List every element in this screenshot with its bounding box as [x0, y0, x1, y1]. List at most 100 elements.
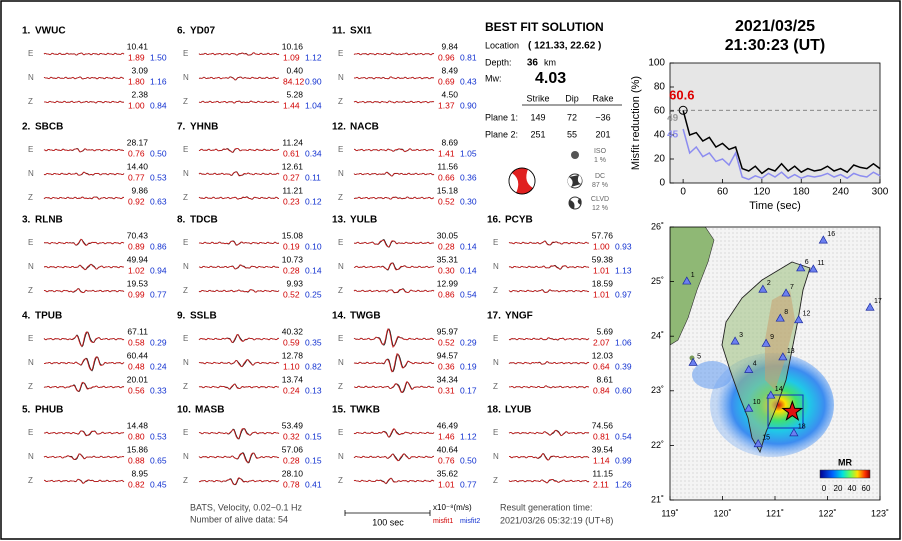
station-marker: [766, 390, 776, 399]
dc-icon: [567, 173, 583, 189]
component: N: [338, 169, 344, 178]
lon-tick-label: 119˚: [661, 508, 678, 518]
x-tick-label: 120: [754, 187, 771, 198]
misfit2: 0.11: [305, 172, 321, 182]
plot-area: [669, 62, 881, 184]
misfit2: 0.54: [615, 431, 632, 441]
y-tick-label: 40: [654, 130, 666, 141]
component: E: [183, 238, 188, 247]
y-tick-label: 100: [648, 58, 665, 69]
misfit1: 84.12: [283, 76, 305, 86]
station-label: 13: [787, 348, 795, 355]
plane-value: 201: [595, 129, 610, 139]
waveform: [353, 453, 435, 462]
component: E: [28, 428, 33, 437]
plane-label: Plane 1:: [485, 112, 518, 122]
misfit1: 1.80: [128, 76, 145, 86]
misfit2: 0.90: [305, 76, 322, 86]
misfit1: 0.32: [283, 431, 300, 441]
component: N: [183, 452, 189, 461]
station-number: 13.: [332, 215, 346, 226]
misfit1: 0.52: [438, 196, 455, 206]
waveform: [43, 331, 125, 347]
misfit2: 0.30: [460, 196, 477, 206]
y-tick-label: 60: [654, 106, 666, 117]
component: E: [493, 334, 498, 343]
column-header: Strike: [526, 93, 549, 103]
misfit2: 0.82: [305, 361, 322, 371]
y-axis-label: Misfit reduction (%): [630, 76, 642, 170]
waveform: [198, 383, 280, 390]
misfit2: 0.14: [460, 241, 477, 251]
component: Z: [338, 286, 343, 295]
amplitude: 39.54: [592, 444, 614, 454]
waveform: [43, 430, 125, 437]
misfit2: 0.90: [460, 100, 477, 110]
component: E: [183, 145, 188, 154]
misfit1: 0.52: [438, 337, 455, 347]
station-number: 10.: [177, 405, 191, 416]
misfit2: 1.12: [460, 431, 477, 441]
misfit1: 2.11: [593, 479, 609, 489]
station-number: 2.: [22, 122, 31, 133]
x-tick-label: 240: [832, 187, 849, 198]
waveform: [198, 334, 280, 343]
depth-unit: km: [544, 57, 556, 67]
station-number: 16.: [487, 215, 501, 226]
waveform: [43, 196, 125, 200]
amplitude: 70.43: [127, 230, 149, 240]
mw: 4.03: [535, 70, 566, 87]
component: Z: [338, 382, 343, 391]
component: E: [338, 238, 343, 247]
misfit2: 0.53: [150, 172, 167, 182]
amplitude: 57.06: [282, 444, 304, 454]
colorbar-tick: 0: [822, 484, 827, 493]
station-number: 15.: [332, 405, 346, 416]
waveform: [353, 428, 435, 438]
station-code: NACB: [350, 122, 379, 133]
component: E: [183, 49, 188, 58]
amplitude: 12.61: [282, 161, 304, 171]
location: ( 121.33, 22.62 ): [528, 41, 601, 52]
waveform: [198, 477, 280, 486]
waveform: [353, 380, 435, 393]
misfit2: 0.15: [305, 431, 322, 441]
waveform: [198, 171, 280, 177]
component: Z: [493, 286, 498, 295]
misfit1: 0.59: [283, 337, 300, 347]
misfit1: 1.02: [128, 265, 145, 275]
waveform: [198, 76, 280, 81]
amplitude: 35.62: [437, 468, 459, 478]
component: E: [183, 334, 188, 343]
amplitude: 60.44: [127, 350, 149, 360]
scale-label: 100 sec: [372, 517, 404, 527]
best-fit-title: BEST FIT SOLUTION: [485, 20, 604, 34]
amplitude: 8.95: [131, 468, 148, 478]
beachball: [508, 167, 536, 195]
misfit2: 0.93: [615, 241, 632, 251]
misfit2: 0.43: [460, 76, 477, 86]
mw-label: Mw:: [485, 73, 502, 83]
amplitude: 35.31: [437, 254, 459, 264]
misfit2: 0.36: [460, 172, 477, 182]
misfit2-key: misfit2: [460, 518, 480, 525]
filter: BATS, Velocity, 0.02−0.1 Hz: [190, 502, 302, 512]
station-code: SSLB: [190, 311, 217, 322]
misfit2: 1.13: [615, 265, 632, 275]
misfit1: 0.64: [593, 361, 610, 371]
misfit1: 0.28: [283, 455, 300, 465]
waveform: [508, 289, 590, 294]
amplitude: 28.10: [282, 468, 304, 478]
lon-tick-label: 121˚: [766, 508, 784, 518]
station-code: YNGF: [505, 311, 533, 322]
misfit1: 1.10: [283, 361, 300, 371]
station-label: 4: [753, 360, 757, 367]
misfit1: 0.23: [283, 196, 300, 206]
misfit2: 0.97: [615, 289, 632, 299]
annotation: 49: [667, 113, 679, 124]
misfit1: 0.81: [593, 431, 610, 441]
waveform: [353, 171, 435, 177]
amplitude: 5.28: [286, 89, 303, 99]
component: Z: [338, 193, 343, 202]
waveform: [198, 240, 280, 246]
